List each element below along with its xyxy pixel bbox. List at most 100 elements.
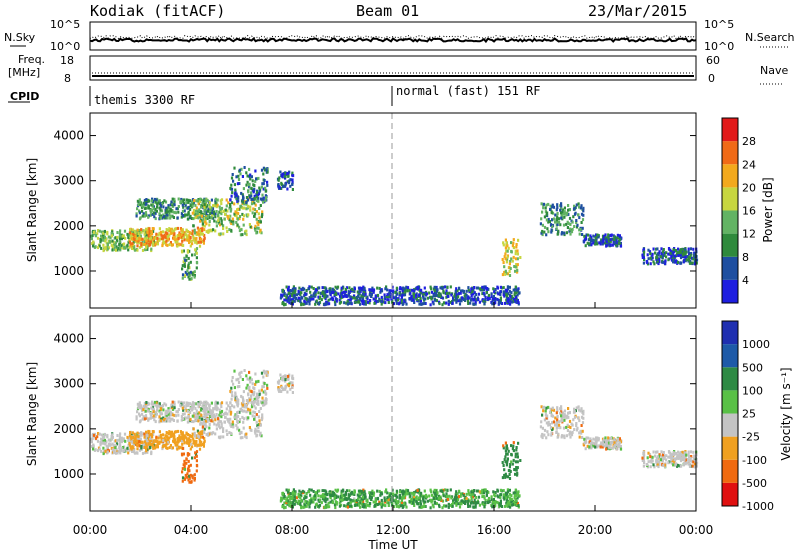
- power-cell: [230, 222, 233, 225]
- power-cell: [455, 287, 458, 291]
- power-cell: [508, 285, 511, 289]
- velocity-cell: [650, 458, 653, 462]
- power-cell: [422, 296, 425, 300]
- power-cell: [104, 239, 107, 243]
- velocity-cell: [263, 382, 266, 385]
- power-cell: [291, 287, 294, 291]
- power-cell: [212, 212, 215, 216]
- velocity-cell: [172, 440, 175, 444]
- velocity-cell: [191, 476, 194, 480]
- velocity-cell: [663, 456, 666, 460]
- power-cell: [349, 301, 353, 305]
- power-cell: [672, 250, 675, 253]
- power-cell: [385, 295, 389, 298]
- power-cell: [372, 290, 375, 294]
- power-cell: [190, 239, 193, 243]
- velocity-cell: [137, 435, 140, 439]
- power-cell: [506, 287, 510, 291]
- velocity-cell: [140, 433, 143, 437]
- power-cell: [194, 240, 197, 244]
- power-cell: [98, 229, 101, 233]
- power-cell: [339, 294, 342, 298]
- power-cell: [171, 231, 174, 235]
- power-cell: [149, 213, 152, 217]
- velocity-cell: [241, 400, 245, 404]
- power-cell: [460, 296, 464, 300]
- velocity-cell: [563, 418, 566, 422]
- power-cell: [292, 174, 295, 178]
- velocity-cell: [160, 436, 163, 440]
- velocity-cell: [387, 498, 390, 502]
- power-cell: [148, 227, 151, 231]
- power-cell: [543, 215, 546, 219]
- velocity-cell: [657, 465, 660, 469]
- velocity-cell: [146, 448, 149, 452]
- velocity-cell: [176, 447, 179, 451]
- velocity-cell: [233, 405, 236, 409]
- velocity-cell: [136, 402, 139, 406]
- power-cell: [617, 241, 620, 245]
- velocity-cell: [334, 506, 337, 510]
- velocity-cell: [181, 417, 184, 420]
- velocity-cell: [589, 437, 592, 441]
- velocity-cell: [259, 431, 262, 435]
- power-cell: [508, 274, 512, 277]
- power-cell: [202, 216, 205, 220]
- power-cell: [144, 211, 148, 215]
- velocity-cell: [391, 502, 394, 506]
- power-cell: [202, 241, 205, 245]
- power-cell: [252, 190, 255, 194]
- power-cell: [358, 289, 361, 293]
- velocity-cell: [116, 434, 119, 437]
- power-cell: [244, 231, 247, 235]
- velocity-cell: [549, 426, 553, 430]
- velocity-cell: [691, 464, 694, 468]
- velocity-cell: [261, 396, 264, 400]
- power-cell: [176, 240, 179, 244]
- power-cell: [168, 229, 172, 233]
- velocity-cell: [647, 460, 650, 464]
- velocity-cell: [220, 405, 223, 409]
- power-cell: [667, 258, 670, 262]
- velocity-cell: [672, 451, 675, 455]
- power-cell: [573, 225, 576, 228]
- noise-search-line: [89, 34, 697, 40]
- power-cell: [191, 232, 194, 236]
- power-cell: [197, 240, 200, 244]
- velocity-cell: [98, 432, 101, 436]
- velocity-cell: [684, 451, 687, 455]
- velocity-cell: [554, 423, 557, 427]
- velocity-cell: [250, 390, 253, 394]
- noise-panel: N.Sky 10^5 10^0 10^5 10^0 N.Search: [4, 18, 795, 53]
- power-cell: [166, 235, 169, 239]
- power-cell: [402, 286, 405, 290]
- power-cell: [203, 228, 206, 232]
- velocity-cell: [586, 444, 589, 448]
- velocity-cell: [613, 440, 616, 444]
- power-cell: [613, 235, 616, 239]
- velocity-cell: [160, 440, 163, 444]
- power-cell: [647, 257, 650, 261]
- power-cell: [265, 189, 268, 193]
- velocity-cell: [543, 418, 546, 422]
- power-cell: [222, 210, 225, 213]
- velocity-cell: [476, 499, 479, 503]
- velocity-cell: [91, 445, 94, 448]
- velocity-cell: [243, 409, 246, 413]
- velocity-cell: [670, 458, 673, 461]
- velocity-cell: [496, 500, 499, 504]
- power-colorbar-tick-label: 20: [742, 181, 756, 194]
- power-colorbar-swatch: [722, 118, 738, 142]
- power-cell: [556, 212, 559, 215]
- power-cell: [170, 200, 173, 204]
- velocity-cell: [349, 504, 353, 508]
- power-cell: [249, 208, 252, 212]
- velocity-cell: [201, 430, 204, 434]
- velocity-cell: [314, 497, 317, 501]
- power-cell: [178, 233, 181, 237]
- velocity-cell: [550, 431, 553, 435]
- power-cell: [127, 235, 130, 239]
- power-cell: [687, 247, 690, 251]
- velocity-cell: [162, 444, 165, 448]
- power-cell: [245, 233, 248, 237]
